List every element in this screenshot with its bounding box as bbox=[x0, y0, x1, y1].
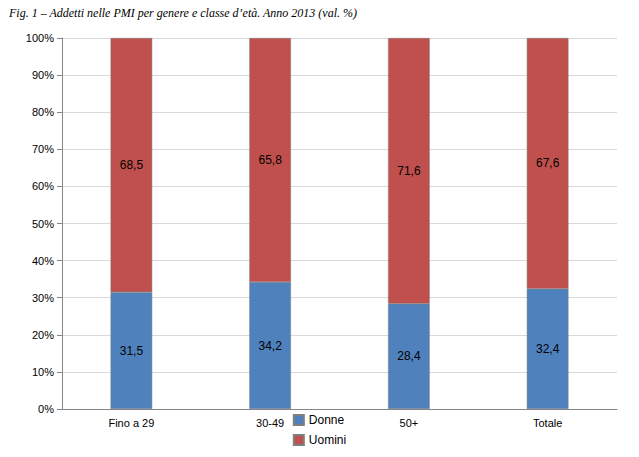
svg-text:0%: 0% bbox=[38, 403, 54, 415]
svg-text:Donne: Donne bbox=[309, 413, 345, 427]
svg-text:32,4: 32,4 bbox=[536, 342, 560, 356]
svg-text:50+: 50+ bbox=[400, 417, 419, 429]
svg-text:30%: 30% bbox=[32, 292, 54, 304]
svg-text:80%: 80% bbox=[32, 106, 54, 118]
svg-text:Uomini: Uomini bbox=[309, 433, 346, 447]
svg-text:70%: 70% bbox=[32, 143, 54, 155]
svg-text:90%: 90% bbox=[32, 69, 54, 81]
svg-text:65,8: 65,8 bbox=[258, 153, 282, 167]
svg-text:28,4: 28,4 bbox=[397, 349, 421, 363]
svg-text:10%: 10% bbox=[32, 366, 54, 378]
svg-text:71,6: 71,6 bbox=[397, 164, 421, 178]
svg-text:100%: 100% bbox=[26, 32, 54, 44]
svg-text:Fig. 1 – Addetti nelle PMI per: Fig. 1 – Addetti nelle PMI per genere e … bbox=[8, 6, 357, 20]
svg-text:67,6: 67,6 bbox=[536, 156, 560, 170]
svg-text:68,5: 68,5 bbox=[120, 158, 144, 172]
svg-text:31,5: 31,5 bbox=[120, 344, 144, 358]
svg-text:20%: 20% bbox=[32, 329, 54, 341]
svg-text:50%: 50% bbox=[32, 218, 54, 230]
svg-text:40%: 40% bbox=[32, 255, 54, 267]
svg-text:34,2: 34,2 bbox=[258, 339, 282, 353]
svg-text:60%: 60% bbox=[32, 180, 54, 192]
svg-text:30-49: 30-49 bbox=[256, 417, 284, 429]
svg-text:Totale: Totale bbox=[533, 417, 562, 429]
svg-text:Fino a 29: Fino a 29 bbox=[108, 417, 154, 429]
